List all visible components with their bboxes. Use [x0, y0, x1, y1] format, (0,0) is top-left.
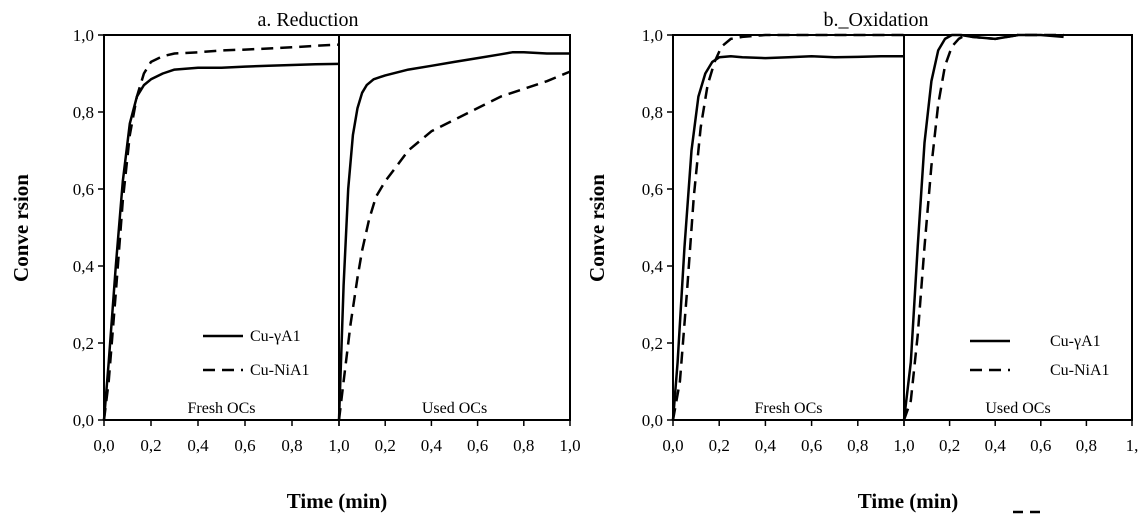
- legend-label: Cu-NiA1: [250, 362, 310, 379]
- series-line-cu-ya1: [902, 33, 1064, 421]
- series-line-cu-nia1: [671, 33, 904, 421]
- x-tick-label: 0,8: [847, 436, 868, 455]
- x-tick-label: 0,6: [467, 436, 488, 455]
- y-tick-label: 0,0: [73, 411, 94, 430]
- y-tick-label: 0,6: [73, 180, 94, 199]
- x-tick-label: 0,2: [939, 436, 960, 455]
- series-line-cu-ya1: [102, 62, 340, 421]
- y-tick-label: 0,2: [73, 334, 94, 353]
- x-tick-label: 1,0: [559, 436, 580, 455]
- x-tick-label: 1,0: [893, 436, 914, 455]
- x-tick-label: 1,0: [328, 436, 349, 455]
- y-tick-label: 0,8: [73, 103, 94, 122]
- legend-label: Cu-NiA1: [1050, 362, 1110, 379]
- y-tick-label: 1,0: [642, 26, 663, 45]
- y-tick-label: 0,0: [642, 411, 663, 430]
- y-tick-label: 1,0: [73, 26, 94, 45]
- panel-frame: [672, 34, 905, 421]
- legend-label: Cu-γA1: [1050, 333, 1101, 350]
- chart-title: b._Oxidation: [824, 9, 929, 31]
- panel-label: Fresh OCs: [754, 400, 822, 417]
- panel-label: Used OCs: [422, 400, 487, 417]
- x-tick-label: 0,8: [513, 436, 534, 455]
- y-tick-label: 0,4: [73, 257, 95, 276]
- x-tick-label: 0,6: [1030, 436, 1051, 455]
- x-tick-label: 0,4: [755, 436, 777, 455]
- panel-used: 0,2 0,4 0,6 0,8 1,0 Used OCs: [337, 34, 581, 455]
- chart-title: a. Reduction: [257, 9, 358, 31]
- x-tick-label: 0,4: [985, 436, 1007, 455]
- x-tick-label: 0,0: [93, 436, 114, 455]
- x-tick-label: 0,8: [1076, 436, 1097, 455]
- y-axis-label: Conve rsion: [9, 174, 33, 282]
- panel-label: Fresh OCs: [187, 400, 255, 417]
- legend: Cu-γA1 Cu-NiA1: [970, 333, 1110, 379]
- y-tick-label: 0,8: [642, 103, 663, 122]
- y-tick-label: 0,6: [642, 180, 663, 199]
- x-tick-label: 0,2: [709, 436, 730, 455]
- panel-frame: [338, 34, 571, 421]
- series-line-cu-ya1: [671, 54, 904, 421]
- x-tick-label: 0,4: [187, 436, 209, 455]
- y-tick-label: 0,4: [642, 257, 664, 276]
- series-line-cu-nia1: [337, 70, 571, 421]
- panel-fresh: 0,0 0,2 0,4 0,6 0,8 1,0 Fresh OCs: [93, 34, 350, 455]
- panel-label: Used OCs: [985, 400, 1050, 417]
- y-axis-label: Conve rsion: [585, 174, 609, 282]
- x-tick-label: 0,2: [140, 436, 161, 455]
- y-tick-label: 0,2: [642, 334, 663, 353]
- x-tick-label: 0,6: [234, 436, 255, 455]
- series-line-cu-ya1: [337, 51, 570, 421]
- panel-used: 0,2 0,4 0,6 0,8 1, Used OCs: [902, 33, 1139, 455]
- series-line-cu-nia1: [902, 33, 1064, 421]
- panel-fresh: 0,0 0,2 0,4 0,6 0,8 1,0 Fresh OCs: [662, 33, 915, 455]
- x-tick-label: 0,0: [662, 436, 683, 455]
- x-tick-label: 1,: [1126, 436, 1139, 455]
- x-tick-label: 0,6: [801, 436, 822, 455]
- x-tick-label: 0,2: [375, 436, 396, 455]
- x-axis-label: Time (min): [287, 489, 388, 513]
- legend: Cu-γA1 Cu-NiA1: [203, 328, 310, 379]
- legend-label: Cu-γA1: [250, 328, 301, 345]
- x-tick-label: 0,4: [421, 436, 443, 455]
- x-tick-label: 0,8: [281, 436, 302, 455]
- x-axis-label: Time (min): [858, 489, 959, 513]
